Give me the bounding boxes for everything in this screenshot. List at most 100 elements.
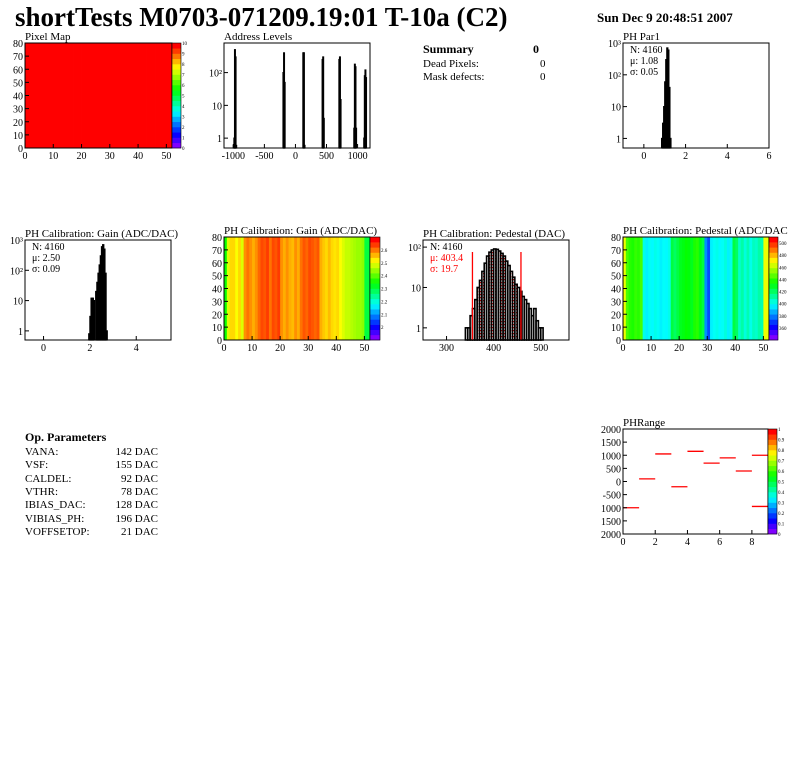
- y-tick-label: 30: [13, 105, 23, 116]
- colorbar-label: 2.4: [381, 275, 388, 280]
- y-tick-label: 10³: [10, 236, 23, 247]
- colorbar-cell: [370, 283, 380, 289]
- x-tick-label: 1000: [348, 151, 368, 162]
- x-tick-label: 6: [717, 537, 722, 548]
- colorbar-cell: [768, 455, 777, 461]
- op-param-value: 78 DAC: [121, 485, 158, 498]
- heatmap-column: [327, 237, 332, 340]
- colorbar-cell: [769, 247, 778, 253]
- x-tick-label: 2: [653, 537, 658, 548]
- y-tick-label: 20: [611, 310, 621, 321]
- heatmap-column: [330, 237, 334, 340]
- colorbar-cell: [172, 116, 181, 123]
- op-param-label: VOFFSETOP:: [25, 525, 90, 538]
- colorbar-cell: [769, 257, 778, 264]
- heatmap-column: [729, 237, 733, 340]
- y-tick-label: 10: [212, 101, 222, 112]
- y-tick-label: 0: [616, 336, 621, 347]
- colorbar-cell: [768, 497, 777, 503]
- heatmap-column: [311, 237, 315, 340]
- histogram-bin: [234, 56, 237, 149]
- histogram-bin: [355, 127, 358, 149]
- heatmap-column: [288, 237, 292, 340]
- heatmap-column: [169, 43, 173, 148]
- heatmap-column: [257, 237, 261, 340]
- heatmap-column: [263, 237, 267, 340]
- colorbar-cell: [172, 137, 181, 144]
- heatmap-column: [56, 43, 60, 148]
- x-tick-label: 40: [133, 151, 143, 162]
- colorbar-cell: [768, 513, 777, 519]
- colorbar-cell: [370, 288, 380, 294]
- heatmap-column: [146, 43, 150, 148]
- colorbar-cell: [172, 90, 181, 96]
- heatmap-column: [47, 43, 51, 148]
- y-tick-label: 10: [13, 297, 23, 308]
- heatmap-column: [358, 237, 362, 340]
- colorbar-label: 0.9: [778, 439, 785, 444]
- colorbar-cell: [172, 64, 181, 70]
- chart-title: Address Levels: [224, 31, 292, 43]
- colorbar-cell: [172, 53, 181, 60]
- op-param-label: VIBIAS_PH:: [25, 512, 85, 525]
- colorbar-cell: [768, 471, 777, 477]
- page-title: shortTests M0703-071209.19:01 T-10a (C2): [15, 2, 508, 32]
- y-tick-label: 10³: [608, 39, 621, 50]
- heatmap-column: [316, 237, 320, 340]
- chart-title: PH Calibration: Pedestal (DAC): [423, 228, 565, 240]
- heatmap-column: [226, 237, 231, 340]
- y-tick-label: 10: [411, 283, 421, 294]
- op-param-value: 196 DAC: [115, 512, 158, 525]
- heatmap-column: [123, 43, 128, 148]
- x-tick-label: 0: [621, 537, 626, 548]
- heatmap-column: [152, 43, 156, 148]
- x-tick-label: 4: [134, 343, 139, 354]
- heatmap-column: [260, 237, 264, 340]
- x-tick-label: 30: [303, 343, 313, 354]
- heatmap-column: [138, 43, 142, 148]
- x-tick-label: 50: [758, 343, 768, 354]
- heatmap-column: [350, 237, 354, 340]
- heatmap-column: [36, 43, 40, 148]
- heatmap-column: [266, 237, 270, 340]
- heatmap-column: [271, 237, 275, 340]
- chart-title: PH Calibration: Gain (ADC/DAC): [25, 228, 178, 240]
- y-tick-label: 1: [416, 324, 421, 335]
- colorbar-cell: [370, 303, 380, 310]
- colorbar-frame: [171, 42, 182, 149]
- heatmap-column: [163, 43, 167, 148]
- colorbar-cell: [768, 486, 777, 493]
- heatmap-column: [339, 237, 343, 340]
- colorbar-label: 1: [778, 428, 781, 433]
- x-tick-label: 400: [486, 343, 501, 354]
- colorbar-cell: [768, 481, 777, 488]
- heatmap-column: [698, 237, 703, 340]
- colorbar-label: 0.4: [778, 491, 785, 496]
- heatmap-column: [291, 237, 295, 340]
- colorbar-label: 0.2: [778, 512, 785, 517]
- colorbar-cell: [370, 252, 380, 258]
- heatmap-column: [707, 237, 711, 340]
- heatmap-column: [84, 43, 88, 148]
- y-tick-label: 1500: [601, 438, 621, 449]
- heatmap-column: [670, 237, 674, 340]
- date-stamp: Sun Dec 9 20:48:51 2007: [597, 10, 733, 25]
- heatmap-column: [232, 237, 236, 340]
- heatmap-column: [112, 43, 116, 148]
- op-param-label: VSF:: [25, 459, 49, 472]
- chart-ped: PH Calibration: Pedestal (DAC) N: 4160μ: …: [408, 228, 570, 354]
- x-tick-label: 10: [247, 343, 257, 354]
- colorbar-cell: [172, 132, 181, 138]
- colorbar-label: 0.1: [778, 523, 785, 528]
- x-tick-label: 30: [702, 343, 712, 354]
- histogram-bin: [322, 117, 325, 149]
- colorbar-label: 5: [182, 95, 185, 100]
- colorbar-label: 2.5: [381, 262, 388, 267]
- heatmap-column: [367, 237, 371, 340]
- colorbar-cell: [769, 283, 778, 289]
- colorbar-cell: [769, 303, 778, 310]
- colorbar-cell: [370, 237, 380, 243]
- heatmap-column: [651, 237, 655, 340]
- colorbar-label: 2: [182, 126, 185, 131]
